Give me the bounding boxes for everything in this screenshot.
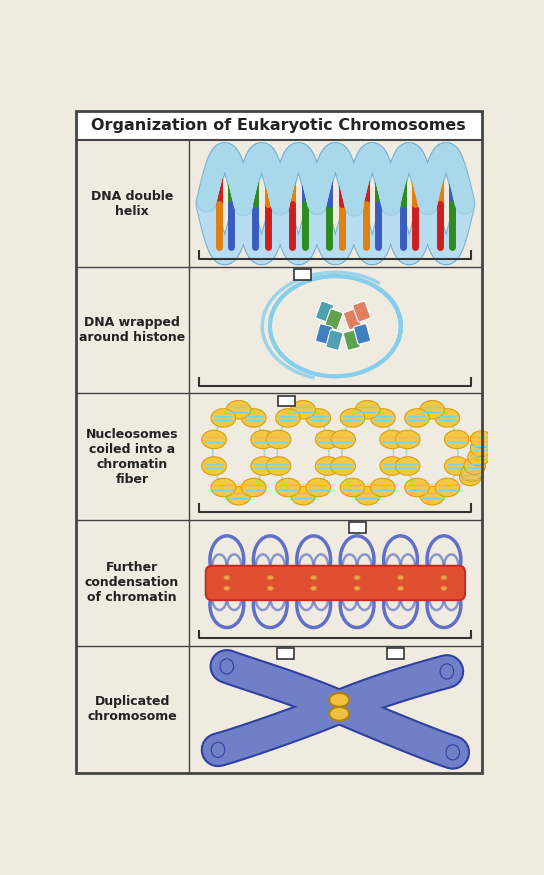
Ellipse shape	[331, 430, 355, 449]
Ellipse shape	[441, 575, 447, 580]
Ellipse shape	[444, 457, 469, 475]
Ellipse shape	[202, 430, 226, 449]
Ellipse shape	[251, 430, 275, 449]
Ellipse shape	[468, 449, 489, 466]
Ellipse shape	[370, 409, 395, 427]
Ellipse shape	[446, 745, 460, 760]
Ellipse shape	[316, 430, 340, 449]
Ellipse shape	[395, 457, 420, 475]
Ellipse shape	[220, 659, 233, 674]
Ellipse shape	[461, 465, 483, 481]
Ellipse shape	[202, 457, 226, 475]
Ellipse shape	[354, 575, 360, 580]
Ellipse shape	[420, 487, 444, 505]
Text: DNA double
helix: DNA double helix	[91, 190, 174, 218]
FancyBboxPatch shape	[343, 330, 360, 350]
Ellipse shape	[211, 409, 236, 427]
Ellipse shape	[276, 479, 300, 497]
Ellipse shape	[291, 401, 316, 419]
Ellipse shape	[306, 479, 331, 497]
FancyBboxPatch shape	[353, 301, 370, 322]
Ellipse shape	[464, 458, 485, 474]
FancyBboxPatch shape	[343, 309, 361, 330]
Ellipse shape	[266, 430, 291, 449]
Text: Duplicated
chromosome: Duplicated chromosome	[87, 696, 177, 724]
Ellipse shape	[329, 707, 349, 721]
Ellipse shape	[444, 430, 469, 449]
Ellipse shape	[395, 430, 420, 449]
Ellipse shape	[398, 575, 404, 580]
Ellipse shape	[251, 457, 275, 475]
Ellipse shape	[242, 479, 266, 497]
Ellipse shape	[405, 409, 429, 427]
Ellipse shape	[440, 664, 454, 679]
Ellipse shape	[435, 479, 460, 497]
FancyBboxPatch shape	[316, 324, 332, 344]
Ellipse shape	[471, 439, 492, 457]
FancyBboxPatch shape	[316, 301, 333, 322]
Bar	[294, 270, 311, 280]
Ellipse shape	[354, 586, 360, 591]
Ellipse shape	[355, 401, 380, 419]
Ellipse shape	[435, 409, 460, 427]
Ellipse shape	[355, 487, 380, 505]
Ellipse shape	[398, 586, 404, 591]
Ellipse shape	[226, 401, 251, 419]
Ellipse shape	[226, 487, 251, 505]
Ellipse shape	[340, 409, 365, 427]
Ellipse shape	[266, 457, 291, 475]
FancyBboxPatch shape	[326, 330, 343, 350]
FancyBboxPatch shape	[325, 309, 343, 330]
Ellipse shape	[316, 457, 340, 475]
Ellipse shape	[420, 401, 444, 419]
Bar	[387, 648, 404, 659]
Ellipse shape	[311, 575, 317, 580]
Ellipse shape	[267, 575, 273, 580]
Ellipse shape	[276, 409, 300, 427]
Ellipse shape	[311, 586, 317, 591]
Text: Further
condensation
of chromatin: Further condensation of chromatin	[85, 562, 179, 605]
Ellipse shape	[211, 479, 236, 497]
Ellipse shape	[380, 430, 405, 449]
Text: DNA wrapped
around histone: DNA wrapped around histone	[79, 316, 186, 344]
FancyBboxPatch shape	[354, 324, 370, 344]
Ellipse shape	[331, 457, 355, 475]
Ellipse shape	[460, 469, 481, 486]
Ellipse shape	[441, 586, 447, 591]
Bar	[349, 522, 366, 533]
Ellipse shape	[267, 586, 273, 591]
Ellipse shape	[340, 479, 365, 497]
Ellipse shape	[471, 430, 492, 448]
Ellipse shape	[224, 575, 230, 580]
Ellipse shape	[224, 586, 230, 591]
Text: Nucleosomes
coiled into a
chromatin
fiber: Nucleosomes coiled into a chromatin fibe…	[86, 428, 178, 486]
Ellipse shape	[211, 742, 225, 758]
Text: Organization of Eukaryotic Chromosomes: Organization of Eukaryotic Chromosomes	[91, 118, 466, 133]
Ellipse shape	[405, 479, 429, 497]
Bar	[277, 648, 294, 659]
Ellipse shape	[370, 479, 395, 497]
Bar	[278, 396, 295, 406]
Ellipse shape	[380, 457, 405, 475]
Ellipse shape	[306, 409, 331, 427]
FancyBboxPatch shape	[206, 566, 465, 600]
Ellipse shape	[291, 487, 316, 505]
Ellipse shape	[329, 693, 349, 707]
Ellipse shape	[242, 409, 266, 427]
